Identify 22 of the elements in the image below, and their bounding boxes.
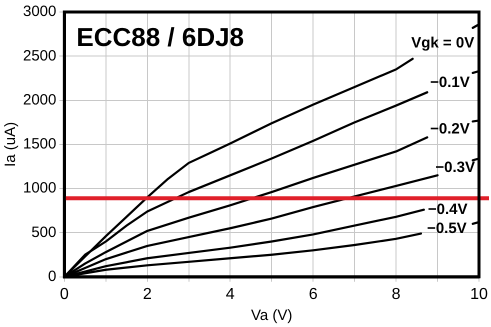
x-tick-label: 2 [142, 286, 152, 303]
y-tick-label: 2000 [22, 91, 56, 108]
y-axis-title: Ia (uA) [2, 122, 20, 167]
x-tick-label: 6 [308, 286, 318, 303]
series-label: −0.4V [428, 200, 468, 218]
x-tick-label: 8 [392, 286, 401, 303]
y-tick-label: 0 [48, 268, 56, 285]
series-label: −0.2V [430, 120, 470, 138]
y-tick-label: 1500 [22, 136, 56, 153]
series-label: −0.1V [430, 74, 470, 91]
x-tick-label: 0 [60, 286, 69, 303]
y-tick-label: 3000 [22, 3, 56, 20]
chart-title: ECC88 / 6DJ8 [76, 22, 244, 52]
series-label: −0.5V [427, 220, 467, 237]
y-tick-label: 500 [31, 224, 56, 241]
y-tick-label: 2500 [22, 47, 56, 64]
x-tick-label: 4 [226, 286, 235, 303]
x-axis-title: Va (V) [250, 307, 292, 324]
y-tick-label: 1000 [22, 180, 56, 197]
series-label: −0.3V [435, 158, 475, 176]
series-label: Vgk = 0V [411, 34, 474, 52]
x-tick-label: 10 [470, 286, 488, 303]
